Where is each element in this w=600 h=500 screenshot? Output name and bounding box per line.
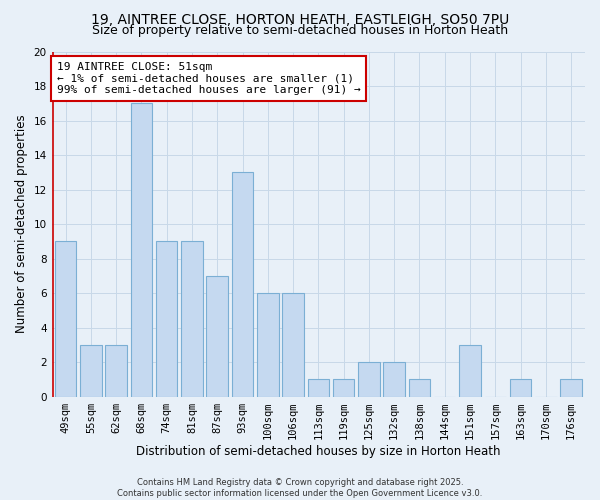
Bar — [131, 104, 152, 397]
Bar — [206, 276, 228, 396]
Bar — [409, 380, 430, 396]
Bar — [510, 380, 531, 396]
Text: Size of property relative to semi-detached houses in Horton Heath: Size of property relative to semi-detach… — [92, 24, 508, 37]
Bar — [308, 380, 329, 396]
Text: 19 AINTREE CLOSE: 51sqm
← 1% of semi-detached houses are smaller (1)
99% of semi: 19 AINTREE CLOSE: 51sqm ← 1% of semi-det… — [57, 62, 361, 95]
Bar — [181, 242, 203, 396]
Bar — [560, 380, 582, 396]
Text: 19, AINTREE CLOSE, HORTON HEATH, EASTLEIGH, SO50 7PU: 19, AINTREE CLOSE, HORTON HEATH, EASTLEI… — [91, 12, 509, 26]
Bar — [358, 362, 380, 396]
Bar — [459, 345, 481, 397]
Bar — [283, 293, 304, 397]
Bar — [156, 242, 178, 396]
Bar — [383, 362, 405, 396]
Bar — [333, 380, 355, 396]
Bar — [80, 345, 101, 397]
Bar — [257, 293, 278, 397]
X-axis label: Distribution of semi-detached houses by size in Horton Heath: Distribution of semi-detached houses by … — [136, 444, 500, 458]
Bar — [106, 345, 127, 397]
Bar — [55, 242, 76, 396]
Y-axis label: Number of semi-detached properties: Number of semi-detached properties — [15, 114, 28, 334]
Text: Contains HM Land Registry data © Crown copyright and database right 2025.
Contai: Contains HM Land Registry data © Crown c… — [118, 478, 482, 498]
Bar — [232, 172, 253, 396]
